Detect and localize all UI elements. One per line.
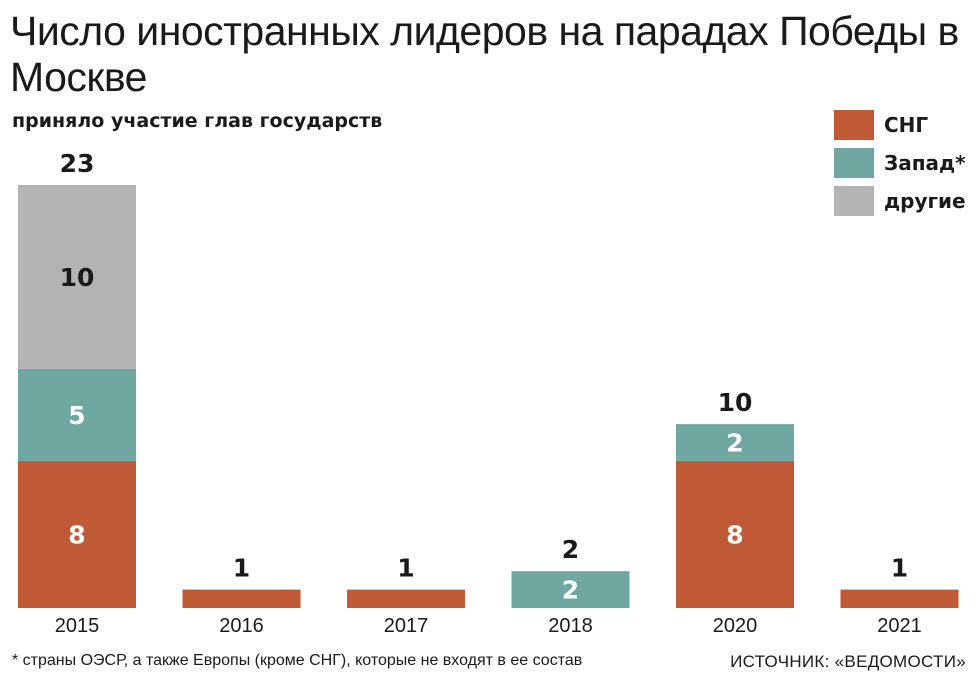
data-label-cis-2020: 8: [726, 520, 743, 549]
legend: СНГ Запад* другие: [834, 110, 966, 224]
total-label-2016: 1: [233, 554, 250, 583]
x-tick-label-2021: 2021: [877, 615, 922, 637]
legend-swatch-cis: [834, 110, 874, 140]
bar-segment-cis-2016: [182, 589, 301, 608]
bar-segment-other-2015: [18, 185, 136, 369]
legend-label-west: Запад*: [884, 151, 966, 175]
chart-title: Число иностранных лидеров на парадах Поб…: [10, 8, 959, 100]
x-tick-label-2020: 2020: [713, 615, 758, 637]
legend-swatch-west: [834, 148, 874, 178]
source-credit: ИСТОЧНИК: «ВЕДОМОСТИ»: [730, 652, 966, 671]
total-label-2015: 23: [60, 149, 95, 178]
bar-segment-cis-2021: [840, 589, 959, 608]
bar-segment-west-2020: [676, 424, 794, 461]
data-label-west-2015: 5: [68, 401, 85, 430]
x-tick-label-2015: 2015: [55, 615, 100, 637]
legend-item-other: другие: [834, 186, 966, 216]
legend-label-cis: СНГ: [884, 113, 929, 137]
data-label-west-2018: 2: [562, 576, 579, 605]
total-label-2021: 1: [891, 554, 908, 583]
legend-item-cis: СНГ: [834, 110, 966, 140]
x-tick-label-2016: 2016: [219, 615, 264, 637]
x-tick-label-2017: 2017: [384, 615, 429, 637]
data-label-cis-2015: 8: [68, 520, 85, 549]
total-label-2020: 10: [718, 388, 753, 417]
bar-segment-west-2018: [511, 571, 630, 608]
total-label-2018: 2: [562, 535, 579, 564]
total-label-2017: 1: [397, 554, 414, 583]
bar-segment-cis-2020: [676, 460, 794, 608]
legend-swatch-other: [834, 186, 874, 216]
legend-label-other: другие: [884, 189, 966, 213]
chart-subtitle: приняло участие глав государств: [12, 110, 383, 132]
data-label-west-2020: 2: [726, 428, 743, 457]
footnote: * страны ОЭСР, а также Европы (кроме СНГ…: [12, 652, 583, 669]
data-label-other-2015: 10: [60, 263, 95, 292]
bar-segment-cis-2017: [347, 589, 465, 608]
legend-item-west: Запад*: [834, 148, 966, 178]
bar-segment-cis-2015: [18, 460, 136, 608]
x-tick-label-2018: 2018: [548, 615, 593, 637]
bar-segment-west-2015: [18, 368, 136, 461]
